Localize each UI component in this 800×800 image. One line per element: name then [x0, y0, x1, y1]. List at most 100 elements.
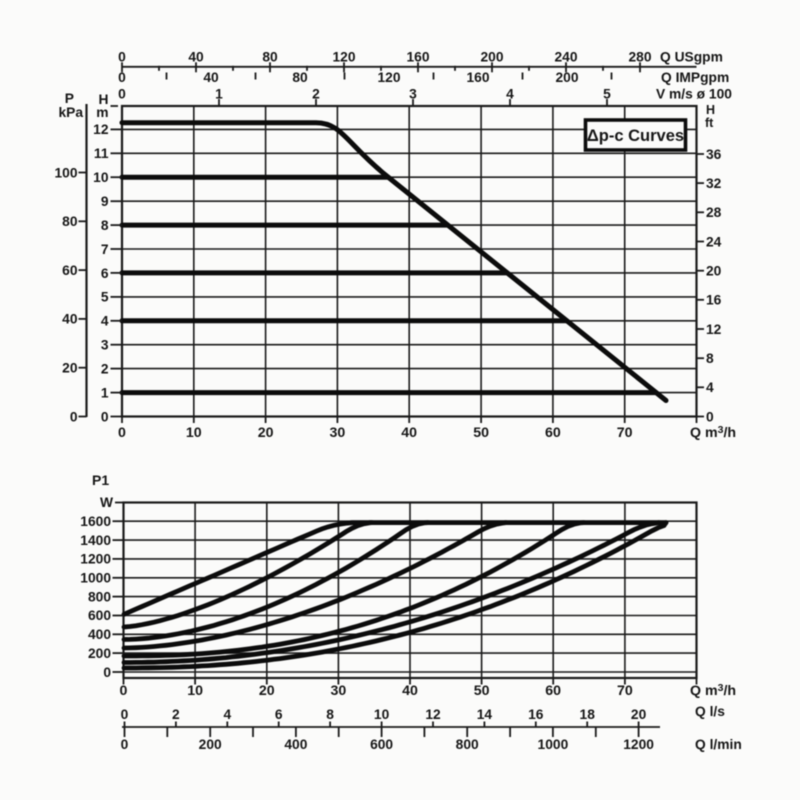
svg-text:Q m3/h: Q m3/h [690, 682, 736, 699]
svg-text:600: 600 [88, 608, 111, 623]
svg-text:0: 0 [120, 683, 128, 699]
svg-text:20: 20 [706, 264, 722, 279]
svg-text:800: 800 [456, 737, 479, 752]
svg-text:8: 8 [101, 218, 109, 233]
svg-text:0: 0 [103, 665, 111, 680]
svg-text:24: 24 [706, 234, 722, 249]
svg-text:W: W [100, 495, 114, 510]
svg-text:20: 20 [62, 361, 78, 376]
svg-text:2: 2 [101, 361, 109, 376]
svg-text:200: 200 [88, 646, 111, 661]
svg-text:7: 7 [101, 242, 109, 257]
svg-text:Q USgpm: Q USgpm [660, 50, 723, 65]
svg-text:V m/s ø 100: V m/s ø 100 [656, 87, 732, 102]
svg-text:400: 400 [88, 627, 111, 642]
svg-text:60: 60 [545, 425, 561, 441]
svg-text:40: 40 [188, 50, 204, 65]
svg-text:1600: 1600 [80, 514, 111, 529]
svg-text:30: 30 [330, 425, 346, 441]
svg-text:80: 80 [292, 70, 308, 85]
svg-text:30: 30 [331, 683, 347, 699]
svg-text:Q l/s: Q l/s [695, 704, 725, 719]
svg-text:800: 800 [88, 589, 111, 604]
svg-text:3: 3 [409, 87, 417, 102]
svg-text:32: 32 [706, 176, 722, 191]
svg-text:120: 120 [332, 50, 355, 65]
svg-text:12: 12 [425, 707, 441, 722]
svg-text:40: 40 [401, 425, 417, 441]
svg-text:H: H [99, 92, 109, 107]
svg-text:0: 0 [118, 87, 126, 102]
svg-text:kPa: kPa [58, 105, 83, 120]
svg-text:10: 10 [93, 170, 109, 185]
svg-text:2: 2 [312, 87, 320, 102]
svg-text:60: 60 [545, 683, 561, 699]
svg-text:80: 80 [262, 50, 278, 65]
svg-text:Q m3/h: Q m3/h [690, 424, 736, 441]
svg-text:16: 16 [706, 293, 722, 308]
svg-text:200: 200 [480, 50, 503, 65]
svg-text:70: 70 [617, 683, 633, 699]
svg-text:10: 10 [374, 707, 390, 722]
svg-text:1: 1 [101, 385, 109, 400]
svg-text:1000: 1000 [80, 571, 111, 586]
svg-text:50: 50 [473, 425, 489, 441]
svg-text:1200: 1200 [80, 552, 111, 567]
svg-text:Q l/min: Q l/min [695, 737, 742, 752]
svg-text:H: H [706, 103, 715, 117]
svg-text:1400: 1400 [80, 533, 111, 548]
svg-text:ft: ft [705, 116, 714, 130]
svg-text:0: 0 [121, 707, 129, 722]
svg-text:100: 100 [54, 165, 77, 180]
svg-text:600: 600 [370, 737, 393, 752]
svg-text:Q IMPgpm: Q IMPgpm [661, 70, 729, 85]
svg-text:40: 40 [402, 683, 418, 699]
svg-text:10: 10 [186, 425, 202, 441]
svg-text:0: 0 [118, 425, 126, 441]
svg-text:20: 20 [259, 683, 275, 699]
svg-text:4: 4 [706, 380, 714, 395]
svg-text:P: P [65, 91, 74, 106]
svg-text:12: 12 [93, 122, 109, 137]
svg-text:160: 160 [466, 70, 489, 85]
svg-text:200: 200 [199, 737, 222, 752]
svg-text:14: 14 [477, 707, 493, 722]
svg-text:0: 0 [70, 409, 78, 424]
svg-text:60: 60 [62, 263, 78, 278]
svg-text:240: 240 [554, 50, 577, 65]
svg-text:0: 0 [706, 409, 714, 424]
svg-text:160: 160 [406, 50, 429, 65]
svg-text:40: 40 [62, 312, 78, 327]
svg-text:12: 12 [706, 322, 722, 337]
svg-text:4: 4 [101, 314, 109, 329]
svg-text:2: 2 [172, 707, 180, 722]
svg-text:0: 0 [121, 737, 129, 752]
svg-text:0: 0 [118, 70, 126, 85]
svg-text:400: 400 [284, 737, 307, 752]
svg-text:11: 11 [94, 146, 109, 161]
svg-text:4: 4 [223, 707, 231, 722]
svg-text:40: 40 [203, 70, 219, 85]
svg-text:6: 6 [101, 266, 109, 281]
svg-text:10: 10 [187, 683, 203, 699]
svg-text:0: 0 [118, 50, 126, 65]
svg-text:5: 5 [603, 87, 611, 102]
svg-text:1200: 1200 [623, 737, 654, 752]
svg-text:18: 18 [580, 707, 596, 722]
svg-text:4: 4 [506, 87, 514, 102]
svg-text:280: 280 [628, 50, 651, 65]
svg-text:9: 9 [101, 194, 109, 209]
svg-text:5: 5 [101, 290, 109, 305]
svg-text:120: 120 [377, 70, 400, 85]
svg-text:28: 28 [706, 205, 722, 220]
svg-text:1000: 1000 [538, 737, 569, 752]
svg-text:16: 16 [528, 707, 544, 722]
svg-text:0: 0 [101, 409, 109, 424]
svg-text:8: 8 [326, 707, 334, 722]
svg-text:50: 50 [474, 683, 490, 699]
svg-text:Δp-c Curves: Δp-c Curves [587, 127, 684, 145]
svg-text:36: 36 [706, 147, 722, 162]
svg-text:70: 70 [617, 425, 633, 441]
svg-text:P1: P1 [92, 472, 109, 488]
svg-text:3: 3 [101, 338, 109, 353]
